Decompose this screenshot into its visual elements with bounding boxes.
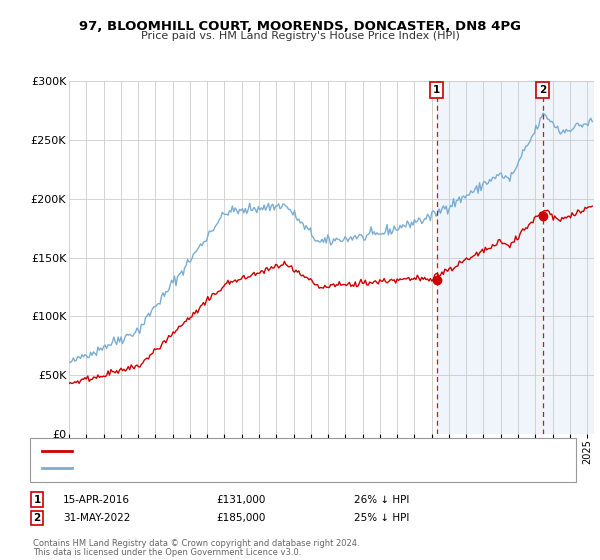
Text: 2: 2 — [34, 513, 41, 523]
Text: 31-MAY-2022: 31-MAY-2022 — [63, 513, 130, 523]
Bar — [437, 81, 594, 434]
Text: 15-APR-2016: 15-APR-2016 — [63, 494, 130, 505]
Text: £185,000: £185,000 — [216, 513, 265, 523]
Text: HPI: Average price, detached house, Doncaster: HPI: Average price, detached house, Donc… — [78, 464, 303, 473]
Text: 2: 2 — [539, 85, 546, 95]
Text: £131,000: £131,000 — [216, 494, 265, 505]
Text: This data is licensed under the Open Government Licence v3.0.: This data is licensed under the Open Gov… — [33, 548, 301, 557]
Text: Contains HM Land Registry data © Crown copyright and database right 2024.: Contains HM Land Registry data © Crown c… — [33, 539, 359, 548]
Text: 1: 1 — [34, 494, 41, 505]
Text: 26% ↓ HPI: 26% ↓ HPI — [354, 494, 409, 505]
Text: 1: 1 — [433, 85, 440, 95]
Text: Price paid vs. HM Land Registry's House Price Index (HPI): Price paid vs. HM Land Registry's House … — [140, 31, 460, 41]
Text: 97, BLOOMHILL COURT, MOORENDS, DONCASTER, DN8 4PG (detached house): 97, BLOOMHILL COURT, MOORENDS, DONCASTER… — [78, 447, 448, 456]
Text: 97, BLOOMHILL COURT, MOORENDS, DONCASTER, DN8 4PG: 97, BLOOMHILL COURT, MOORENDS, DONCASTER… — [79, 20, 521, 32]
Text: 25% ↓ HPI: 25% ↓ HPI — [354, 513, 409, 523]
